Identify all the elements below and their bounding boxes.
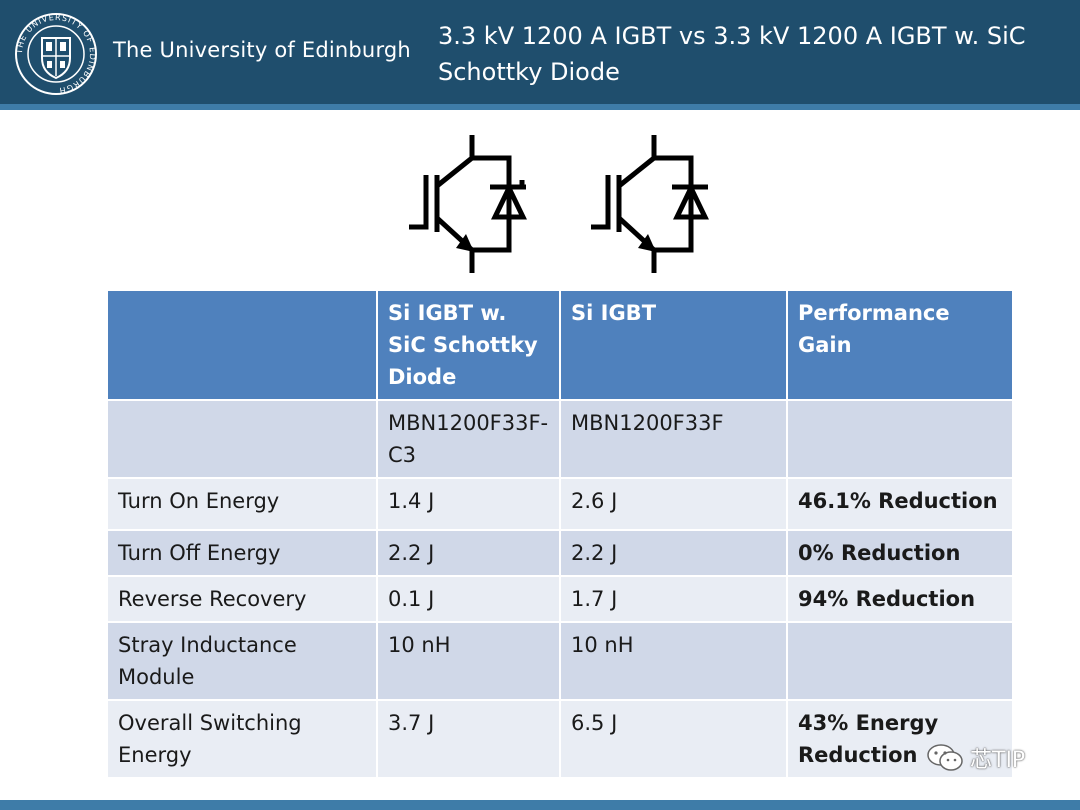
footer-bar — [0, 800, 1080, 810]
watermark-text: 芯TIP — [970, 748, 1026, 773]
table-row: Reverse Recovery 0.1 J 1.7 J 94% Reducti… — [106, 575, 1014, 623]
header-bar: THE UNIVERSITY OF EDINBURGH The Universi… — [0, 0, 1080, 107]
slide-title: 3.3 kV 1200 A IGBT vs 3.3 kV 1200 A IGBT… — [438, 22, 1026, 86]
performance-gain-value: 43% Energy Reduction — [786, 699, 1014, 779]
university-name: The University of Edinburgh — [113, 38, 411, 62]
table-header-row: Si IGBT w. SiC Schottky Diode Si IGBT Pe… — [106, 289, 1014, 401]
si-igbt-value: MBN1200F33F — [559, 399, 788, 479]
sic-igbt-value: 2.2 J — [376, 529, 561, 577]
row-label: Turn Off Energy — [106, 529, 378, 577]
sic-igbt-value: 10 nH — [376, 621, 561, 701]
si-igbt-value: 10 nH — [559, 621, 788, 701]
row-label: Overall Switching Energy — [106, 699, 378, 779]
performance-gain-value: 46.1% Reduction — [786, 477, 1014, 531]
row-label: Stray Inductance Module — [106, 621, 378, 701]
si-igbt-value: 2.2 J — [559, 529, 788, 577]
comparison-table: Si IGBT w. SiC Schottky Diode Si IGBT Pe… — [106, 289, 1014, 779]
row-label: Reverse Recovery — [106, 575, 378, 623]
sic-igbt-value: 1.4 J — [376, 477, 561, 531]
table-row: Turn On Energy 1.4 J 2.6 J 46.1% Reducti… — [106, 477, 1014, 531]
sic-igbt-value: MBN1200F33F-C3 — [376, 399, 561, 479]
table-row: Turn Off Energy 2.2 J 2.2 J 0% Reduction — [106, 529, 1014, 577]
performance-gain-value — [786, 399, 1014, 479]
header-cell-performance-gain: Performance Gain — [786, 289, 1014, 401]
performance-gain-value — [786, 621, 1014, 701]
table-row: Stray Inductance Module 10 nH 10 nH — [106, 621, 1014, 701]
table-row: Overall Switching Energy 3.7 J 6.5 J 43%… — [106, 699, 1014, 779]
si-igbt-value: 1.7 J — [559, 575, 788, 623]
university-crest-icon: THE UNIVERSITY OF EDINBURGH — [15, 13, 97, 95]
wechat-icon — [927, 744, 963, 771]
sic-igbt-value: 3.7 J — [376, 699, 561, 779]
performance-gain-value: 94% Reduction — [786, 575, 1014, 623]
row-label: Turn On Energy — [106, 477, 378, 531]
igbt-with-sic-diode-symbol-icon — [409, 135, 527, 273]
header-divider — [0, 104, 1080, 110]
si-igbt-value: 2.6 J — [559, 477, 788, 531]
sic-igbt-value: 0.1 J — [376, 575, 561, 623]
header-cell-empty — [106, 289, 378, 401]
performance-gain-value: 0% Reduction — [786, 529, 1014, 577]
row-label — [106, 399, 378, 479]
si-igbt-value: 6.5 J — [559, 699, 788, 779]
table-row: MBN1200F33F-C3 MBN1200F33F — [106, 399, 1014, 479]
watermark: 芯TIP — [926, 742, 1025, 774]
header-cell-sic-igbt: Si IGBT w. SiC Schottky Diode — [376, 289, 561, 401]
header-cell-si-igbt: Si IGBT — [559, 289, 788, 401]
igbt-symbol-icon — [591, 135, 709, 273]
